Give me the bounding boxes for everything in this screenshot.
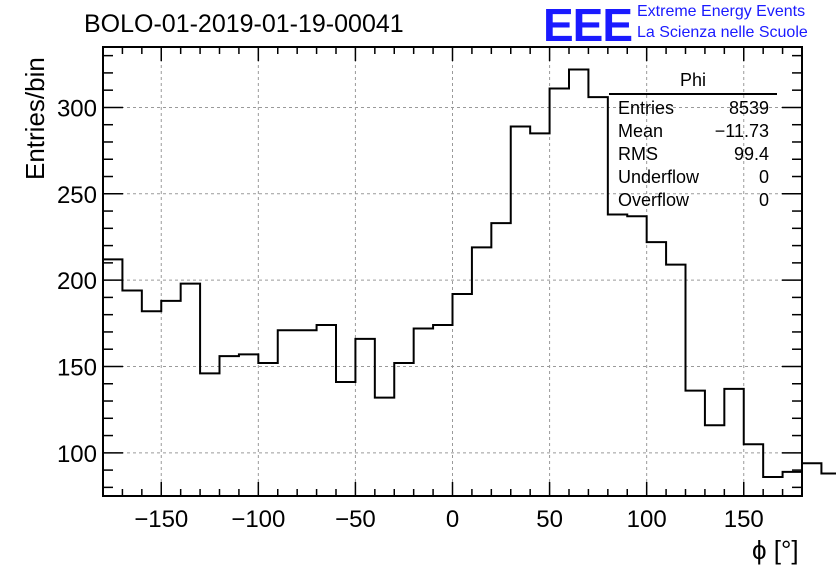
y-axis-label: Entries/bin (20, 57, 51, 180)
stats-label: RMS (618, 143, 658, 166)
stats-row-rms: RMS 99.4 (609, 143, 777, 166)
x-axis-label: ϕ [°] (752, 535, 799, 566)
y-tick-label: 100 (57, 441, 97, 468)
logo-line-2: La Scienza nelle Scuole (637, 24, 808, 42)
stats-value: −11.73 (715, 120, 769, 143)
x-tick-label: 50 (536, 506, 563, 533)
stats-box: Phi Entries 8539 Mean −11.73 RMS 99.4 Under… (609, 70, 777, 212)
y-tick-label: 200 (57, 268, 97, 295)
y-tick-label: 250 (57, 182, 97, 209)
stats-value: 0 (759, 166, 769, 189)
stats-value: 8539 (729, 97, 769, 120)
x-tick-label: 0 (446, 506, 459, 533)
stats-row-entries: Entries 8539 (609, 97, 777, 120)
stats-row-underflow: Underflow 0 (609, 166, 777, 189)
stats-value: 0 (759, 189, 769, 212)
eee-logo: EEE (543, 0, 632, 52)
stats-label: Overflow (618, 189, 689, 212)
stats-value: 99.4 (734, 143, 769, 166)
stats-title: Phi (609, 70, 777, 95)
stats-label: Mean (618, 120, 663, 143)
y-tick-label: 300 (57, 95, 97, 122)
plot-title: BOLO-01-2019-01-19-00041 (84, 10, 404, 39)
y-tick-label: 150 (57, 354, 97, 381)
stats-row-overflow: Overflow 0 (609, 189, 777, 212)
x-tick-label: −50 (335, 506, 376, 533)
x-tick-label: −150 (134, 506, 188, 533)
x-tick-label: 100 (627, 506, 667, 533)
logo-line-1: Extreme Energy Events (637, 3, 805, 21)
x-tick-label: 150 (724, 506, 764, 533)
x-tick-label: −100 (231, 506, 285, 533)
stats-row-mean: Mean −11.73 (609, 120, 777, 143)
stats-label: Entries (618, 97, 674, 120)
stats-label: Underflow (618, 166, 699, 189)
